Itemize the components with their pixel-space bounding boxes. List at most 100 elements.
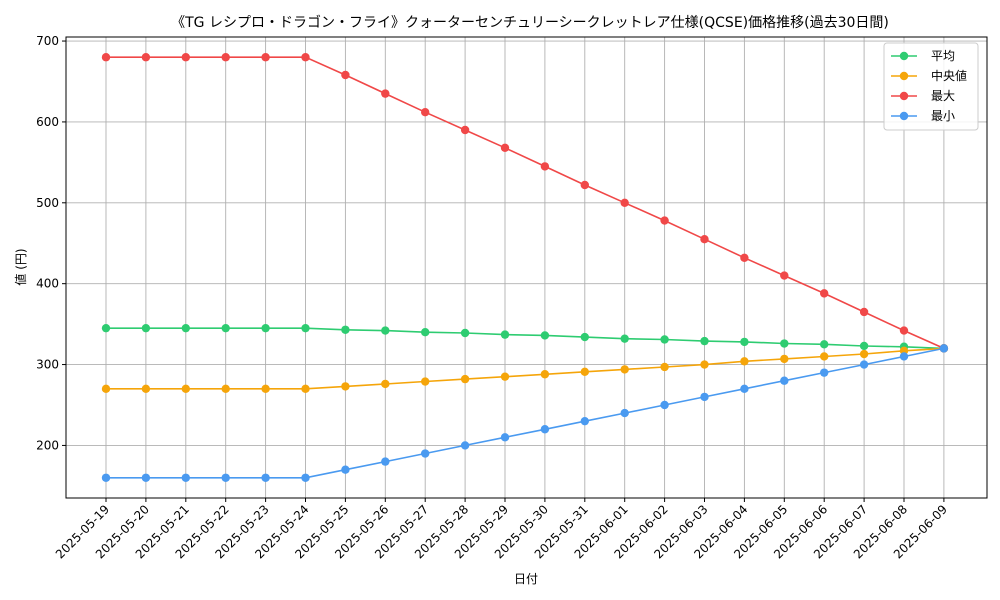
- data-point: [460, 374, 470, 384]
- grid: [66, 37, 987, 498]
- data-point: [261, 473, 270, 482]
- data-point: [381, 379, 390, 389]
- data-point: [301, 473, 310, 482]
- data-point: [101, 53, 111, 62]
- data-point: [181, 53, 190, 62]
- data-point: [221, 323, 230, 333]
- data-point: [660, 335, 669, 344]
- data-point: [500, 372, 510, 381]
- data-point: [620, 365, 629, 374]
- data-point: [820, 289, 829, 298]
- legend-swatch-marker: [899, 71, 909, 81]
- data-point: [261, 53, 270, 62]
- series-1: [101, 344, 949, 394]
- data-point: [141, 473, 151, 482]
- data-point: [820, 368, 829, 377]
- data-point: [341, 465, 350, 474]
- data-point: [421, 328, 430, 337]
- data-point: [301, 53, 310, 62]
- legend-entry-label: 中央値: [931, 68, 967, 83]
- y-tick-label: 500: [36, 196, 59, 210]
- series-line: [106, 56, 945, 350]
- data-point: [460, 328, 470, 338]
- data-point: [181, 473, 190, 482]
- data-point: [500, 143, 510, 153]
- data-point: [141, 53, 151, 62]
- data-point: [899, 352, 909, 361]
- data-point: [620, 198, 629, 207]
- data-point: [261, 384, 270, 394]
- data-point: [301, 323, 310, 333]
- data-point: [221, 384, 230, 394]
- data-point: [740, 357, 749, 366]
- data-point: [660, 362, 669, 372]
- legend-swatch-marker: [899, 111, 909, 121]
- data-point: [101, 473, 111, 482]
- data-point: [859, 307, 869, 317]
- data-point: [381, 89, 390, 98]
- data-point: [101, 323, 111, 333]
- data-point: [421, 377, 430, 386]
- y-tick-label: 400: [36, 277, 59, 291]
- data-point: [740, 337, 749, 347]
- series-line: [106, 347, 944, 390]
- data-point: [540, 425, 550, 434]
- legend-entry-label: 平均: [931, 49, 955, 63]
- data-point: [540, 370, 550, 379]
- data-point: [700, 360, 709, 369]
- data-point: [341, 70, 350, 80]
- data-point: [261, 323, 270, 333]
- x-axis-label: 日付: [514, 572, 538, 586]
- x-axis-ticks: 2025-05-192025-05-202025-05-212025-05-22…: [53, 498, 950, 561]
- y-tick-label: 200: [36, 438, 59, 452]
- axes: [65, 36, 988, 499]
- data-point: [181, 384, 190, 394]
- y-axis-label: 値 (円): [13, 248, 28, 285]
- data-point: [700, 392, 709, 402]
- data-point: [700, 234, 709, 244]
- series-3: [101, 344, 949, 482]
- data-point: [780, 376, 789, 385]
- data-point: [381, 326, 390, 335]
- data-point: [780, 271, 789, 280]
- data-point: [221, 473, 230, 482]
- data-point: [101, 384, 111, 394]
- data-point: [620, 334, 629, 343]
- data-point: [500, 433, 510, 442]
- data-point: [780, 339, 789, 348]
- data-point: [381, 457, 390, 466]
- y-tick-label: 600: [36, 115, 59, 129]
- data-point: [341, 325, 350, 334]
- legend-swatch-marker: [899, 91, 909, 101]
- data-point: [740, 253, 749, 262]
- data-point: [341, 382, 350, 391]
- data-point: [899, 326, 909, 335]
- data-point: [460, 441, 470, 450]
- data-point: [181, 323, 190, 333]
- legend-entry-label: 最大: [931, 89, 955, 103]
- plot-frame: [65, 36, 988, 499]
- data-point: [820, 340, 829, 349]
- data-point: [421, 108, 430, 117]
- data-point: [859, 360, 869, 369]
- y-axis-ticks: 200 300 400 500 600 700: [36, 34, 66, 452]
- data-point: [580, 332, 589, 342]
- series-lines: [101, 53, 949, 482]
- data-point: [859, 341, 869, 351]
- data-point: [780, 354, 789, 364]
- data-point: [141, 384, 151, 394]
- data-point: [660, 216, 669, 225]
- data-point: [660, 400, 669, 410]
- legend-swatch-marker: [899, 51, 909, 61]
- data-point: [820, 352, 829, 361]
- data-point: [580, 180, 589, 190]
- series-line: [106, 347, 945, 479]
- series-2: [101, 53, 949, 353]
- data-point: [580, 416, 589, 426]
- y-tick-label: 300: [36, 358, 59, 372]
- data-point: [141, 323, 151, 333]
- data-point: [740, 384, 749, 394]
- series-0: [101, 323, 949, 353]
